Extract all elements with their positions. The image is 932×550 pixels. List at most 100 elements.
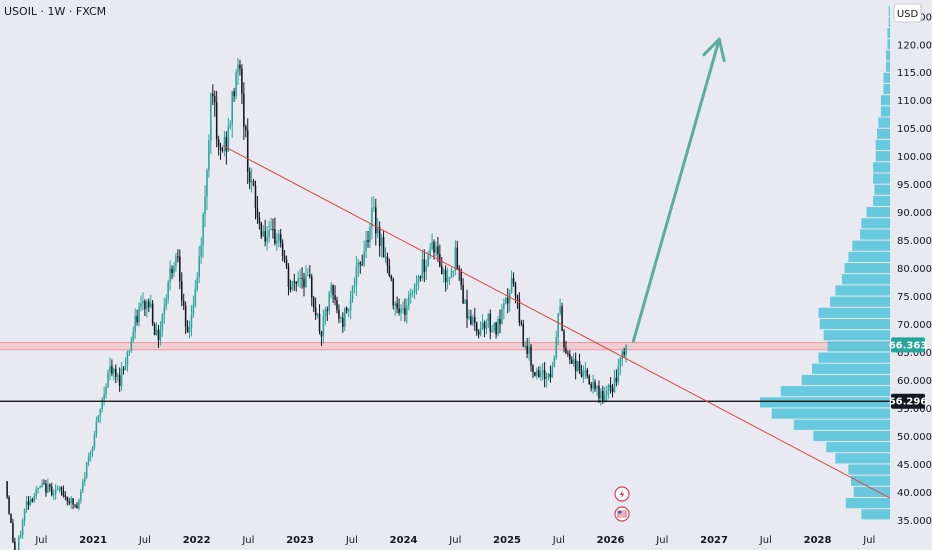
x-tick-label: Jul: [759, 535, 772, 546]
candle-body: [355, 266, 358, 286]
candle-body: [503, 303, 505, 310]
time-axis[interactable]: Jul 2021 Jul 2022 Jul 2023 Jul 2024 Jul 2025 Jul 20…: [34, 535, 875, 546]
candle-body: [621, 351, 623, 359]
candle-body: [493, 322, 495, 331]
candle-body: [281, 243, 284, 257]
volume-profile-bar: [848, 251, 890, 262]
candle-body: [243, 93, 245, 127]
candle-body: [155, 329, 158, 335]
volume-profile-bar: [880, 95, 890, 106]
candle-body: [116, 375, 119, 377]
y-tick-label: 55.000: [897, 404, 932, 415]
candle-body: [173, 265, 175, 274]
y-tick-label: 50.000: [897, 432, 932, 443]
candle-body: [279, 234, 282, 244]
candle-body: [105, 387, 107, 395]
candle-body: [588, 376, 591, 385]
candle-body: [448, 277, 451, 279]
candle-body: [95, 421, 98, 435]
candle-body: [74, 504, 76, 506]
candle-body: [423, 259, 426, 272]
candle-body: [464, 299, 466, 304]
x-tick-label: Jul: [345, 535, 358, 546]
candle-body: [510, 278, 513, 293]
volume-profile-bar: [841, 274, 890, 285]
y-tick-label: 90.000: [897, 208, 932, 219]
candle-body: [35, 489, 37, 496]
candle-body: [293, 281, 296, 283]
flag-icon[interactable]: [614, 506, 630, 522]
candle-body: [617, 366, 620, 382]
candle-body: [600, 391, 602, 399]
candle-body: [118, 375, 121, 386]
candle-body: [543, 370, 546, 380]
candle-body: [590, 384, 592, 389]
candle-body: [161, 314, 164, 330]
candle-body: [619, 358, 622, 367]
candle-body: [607, 385, 610, 391]
candle-body: [485, 320, 488, 329]
candle-body: [198, 256, 200, 278]
candle-body: [375, 207, 377, 234]
candle-body: [252, 180, 255, 186]
candle-body: [246, 130, 249, 172]
candle-body: [440, 266, 443, 275]
candle-body: [353, 285, 356, 287]
x-tick-label: 2022: [183, 535, 211, 546]
candle-body: [138, 307, 140, 323]
candle-body: [31, 499, 34, 502]
currency-button[interactable]: USD: [893, 3, 922, 23]
projection-arrow-head: [702, 37, 726, 63]
volume-profile-bar: [880, 106, 890, 117]
candle-body: [561, 306, 563, 331]
candle-body: [33, 495, 36, 502]
candle-body: [582, 373, 585, 377]
candle-body: [373, 207, 375, 209]
candle-body: [301, 277, 303, 279]
candle-body: [446, 278, 449, 282]
arrow-up-icon[interactable]: [631, 37, 726, 343]
candle-body: [524, 345, 526, 347]
candle-body: [553, 357, 556, 367]
candle-body: [78, 500, 80, 509]
candle-body: [39, 487, 41, 489]
descending-trendline[interactable]: [222, 145, 891, 499]
candle-body: [342, 317, 344, 327]
candle-body: [76, 505, 78, 509]
volume-profile-bar: [886, 61, 890, 72]
candle-body: [41, 483, 43, 488]
candle-body: [495, 322, 497, 335]
candle-body: [186, 326, 189, 333]
svg-text:66.363: 66.363: [889, 340, 928, 351]
volume-profile-bar: [793, 419, 890, 430]
candle-body: [239, 64, 241, 69]
volume-profile-bar: [826, 442, 890, 453]
x-tick-label: 2021: [79, 535, 107, 546]
candle-body: [122, 368, 125, 370]
candle-body: [559, 306, 561, 314]
candle-body: [134, 316, 136, 332]
candle-body: [45, 483, 47, 493]
x-tick-label: Jul: [448, 535, 461, 546]
candle-body: [103, 394, 105, 400]
volume-profile-bar: [853, 486, 890, 498]
volume-profile-bar: [835, 285, 890, 296]
candle-body: [545, 377, 548, 380]
candle-body: [376, 227, 379, 234]
candle-body: [541, 370, 544, 373]
candle-body: [305, 275, 307, 288]
candle-body: [258, 217, 261, 224]
lightning-icon[interactable]: [614, 486, 630, 502]
candle-body: [332, 285, 334, 296]
candle-body: [291, 281, 294, 290]
candle-body: [505, 297, 507, 304]
candle-body: [454, 247, 457, 271]
candle-body: [466, 299, 468, 319]
candle-body: [184, 305, 187, 327]
volume-profile-bar: [888, 16, 890, 27]
candle-body: [594, 381, 596, 389]
candle-body: [227, 126, 230, 152]
candle-body: [149, 303, 152, 307]
